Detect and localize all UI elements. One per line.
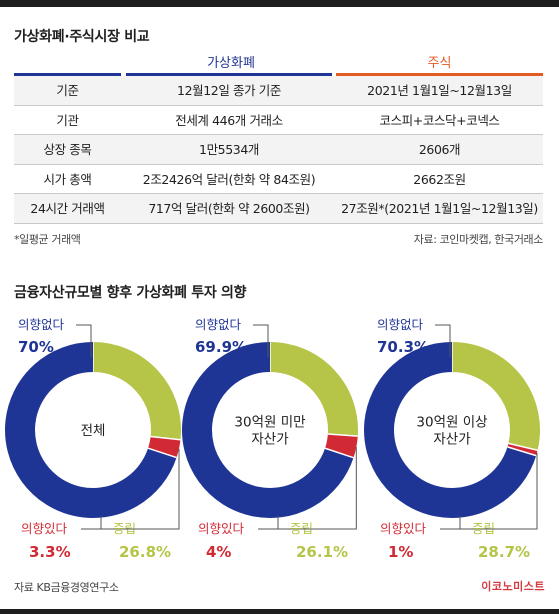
crypto-cell: 전세계 446개 거래소 (175, 112, 283, 128)
donut-slice-intent (147, 436, 181, 458)
leader-line (76, 324, 92, 357)
value-intent: 4% (206, 543, 231, 561)
chart-title: 금융자산규모별 향후 가상화폐 투자 의향 (14, 285, 247, 301)
label-intent: 의향있다 (380, 521, 427, 536)
table-source: 자료: 코인마켓캡, 한국거래소 (413, 233, 544, 246)
donut-slice-neutral (451, 342, 540, 451)
crypto-cell: 12월12일 종가 기준 (177, 83, 281, 98)
label-neutral: 중립 (472, 521, 495, 536)
value-intent: 1% (388, 543, 413, 561)
leader-line (100, 516, 111, 530)
table-row: 시가 총액 2조2426억 달러(한화 약 84조원) 2662조원 (14, 165, 543, 195)
value-no-intent: 69.9% (195, 338, 247, 356)
label-neutral: 중립 (113, 521, 136, 536)
crypto-cell: 717억 달러(한화 약 2600조원) (148, 201, 310, 217)
donut-center-label: 자산가 (251, 432, 288, 448)
leader-line (435, 324, 451, 357)
header-line-label (14, 73, 121, 76)
top-rule (0, 0, 559, 7)
value-neutral: 26.8% (119, 543, 171, 561)
donut-slice-intent (324, 433, 358, 458)
donut-slice-neutral (92, 342, 181, 440)
stock-cell: 27조원*(2021년 1월1일~12월13일) (341, 201, 538, 217)
leader-line (440, 453, 538, 530)
row-label: 시가 총액 (43, 171, 92, 187)
table-row: 상장 종목 1만5534개 2606개 (14, 135, 543, 165)
row-label: 기관 (56, 112, 79, 128)
stock-cell: 코스피+코스닥+코넥스 (379, 112, 500, 128)
donut-center-label: 30억원 미만 (234, 415, 305, 431)
row-label: 상장 종목 (43, 142, 92, 158)
table-footnote: *일평균 거래액 (14, 233, 81, 246)
stock-cell: 2606개 (418, 142, 461, 158)
donut-center-label: 자산가 (433, 432, 470, 448)
donut-slice-no-intent (364, 342, 537, 518)
table-row: 24시간 거래액 717억 달러(한화 약 2600조원) 27조원*(2021… (14, 194, 543, 224)
bottom-rule (0, 609, 559, 614)
label-no-intent: 의향없다 (195, 317, 242, 332)
label-no-intent: 의향없다 (377, 317, 424, 332)
slice-separator (150, 435, 181, 441)
value-no-intent: 70% (18, 338, 54, 356)
slice-separator (324, 447, 354, 459)
donut-slice-neutral (269, 342, 358, 437)
slice-separator (508, 442, 538, 452)
leader-line (81, 448, 180, 530)
row-label: 기준 (56, 83, 79, 98)
value-no-intent: 70.3% (377, 338, 429, 356)
header-line-crypto (126, 73, 332, 76)
label-intent: 의향있다 (21, 521, 68, 536)
comparison-table: 기준 12월12일 종가 기준 2021년 1월1일~12월13일 기관 전세계… (14, 76, 543, 224)
label-neutral: 중립 (290, 521, 313, 536)
value-neutral: 26.1% (296, 543, 348, 561)
table-row: 기관 전세계 446개 거래소 코스피+코스닥+코넥스 (14, 106, 543, 136)
donut-center-label: 전체 (81, 423, 106, 439)
leader-line (277, 516, 288, 530)
column-header-stock: 주식 (427, 56, 452, 71)
table-row: 기준 12월12일 종가 기준 2021년 1월1일~12월13일 (14, 76, 543, 106)
slice-separator (147, 447, 177, 459)
brand-logo: 이코노미스트 (481, 580, 545, 593)
stock-cell: 2662조원 (413, 171, 466, 187)
column-header-crypto: 가상화폐 (207, 56, 255, 71)
crypto-cell: 2조2426억 달러(한화 약 84조원) (142, 171, 316, 187)
header-line-stock (336, 73, 543, 76)
stock-cell: 2021년 1월1일~12월13일 (367, 83, 512, 98)
leader-line (253, 324, 269, 357)
chart-source: 자료 KB금융경영연구소 (14, 581, 119, 594)
crypto-cell: 1만5534개 (199, 142, 259, 158)
donut-slice-no-intent (182, 342, 354, 518)
table-title: 가상화폐·주식시장 비교 (14, 29, 150, 45)
slice-separator (507, 446, 537, 457)
value-intent: 3.3% (29, 543, 71, 561)
label-intent: 의향있다 (198, 521, 245, 536)
leader-line (459, 516, 470, 530)
donut-center-label: 30억원 이상 (416, 415, 487, 431)
slice-separator (327, 433, 358, 437)
donut-slice-no-intent (5, 342, 177, 518)
value-neutral: 28.7% (478, 543, 530, 561)
row-label: 24시간 거래액 (30, 201, 105, 217)
leader-line (258, 447, 357, 530)
label-no-intent: 의향없다 (18, 317, 65, 332)
